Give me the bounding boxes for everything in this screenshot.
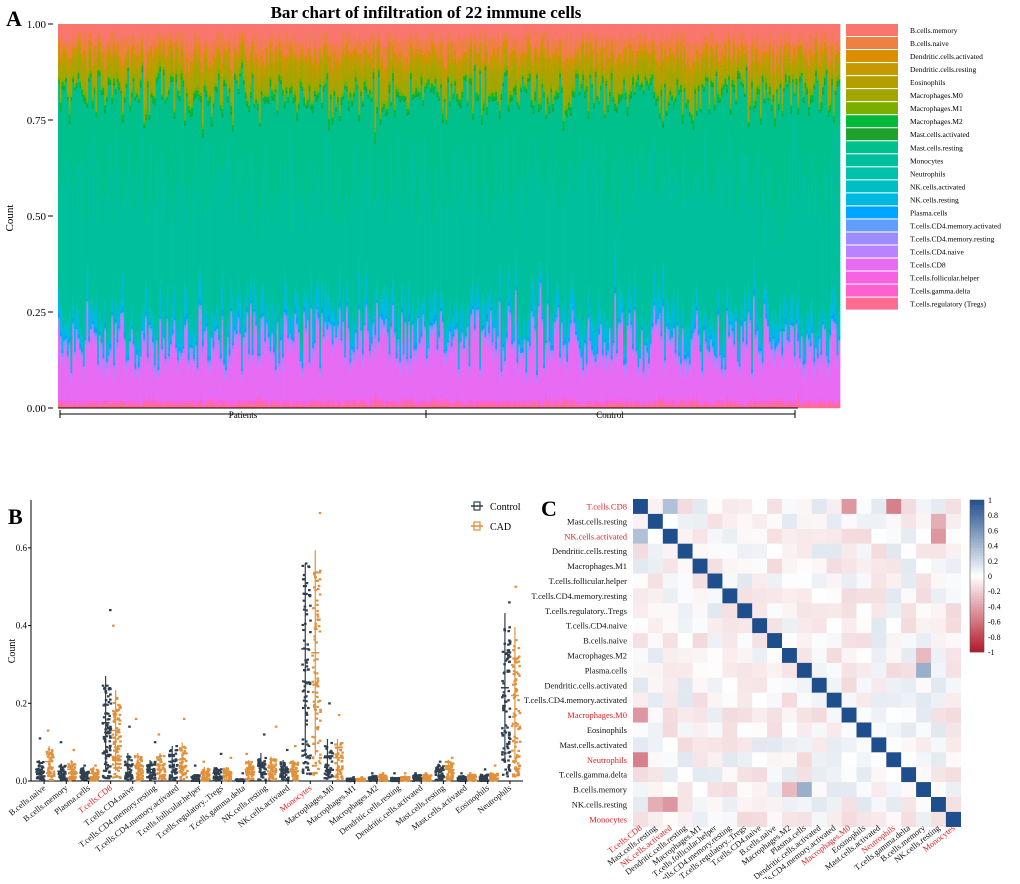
ytick-label: 0.25 (27, 307, 47, 319)
ytick-label: 0.75 (27, 115, 47, 127)
ytick-label: 0.50 (27, 211, 47, 223)
chart-a-ylabel: Count (4, 205, 16, 232)
chart-a-stacked-bars (58, 24, 840, 408)
chart-a-yaxis: 0.00 0.25 0.50 0.75 1.00 (27, 19, 53, 415)
ytick-label: 0.00 (27, 403, 47, 415)
chart-a-title: Bar chart of infiltration of 22 immune c… (271, 3, 582, 22)
panel-a: A Bar chart of infiltration of 22 immune… (4, 3, 1001, 420)
ytick-label: 1.00 (27, 19, 47, 31)
panel-a-letter: A (6, 6, 22, 31)
